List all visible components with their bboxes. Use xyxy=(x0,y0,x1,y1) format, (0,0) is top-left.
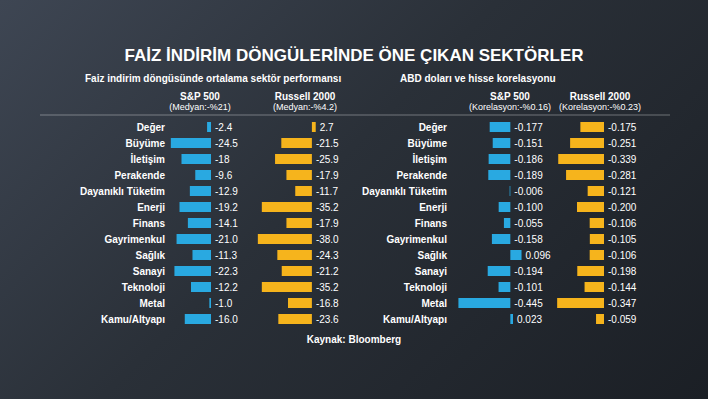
svg-text:Finans: Finans xyxy=(133,218,166,229)
svg-text:-0.175: -0.175 xyxy=(608,122,637,133)
svg-text:(Medyan:-%21): (Medyan:-%21) xyxy=(169,102,231,112)
svg-text:-25.9: -25.9 xyxy=(316,154,339,165)
svg-text:(Korelasyon:-%0.23): (Korelasyon:-%0.23) xyxy=(559,102,641,112)
svg-text:-19.2: -19.2 xyxy=(215,202,238,213)
svg-text:-21.2: -21.2 xyxy=(316,266,339,277)
svg-text:-0.006: -0.006 xyxy=(514,186,543,197)
svg-text:Metal: Metal xyxy=(139,298,165,309)
svg-text:-0.194: -0.194 xyxy=(514,266,543,277)
svg-text:-0.347: -0.347 xyxy=(608,298,637,309)
svg-text:-12.2: -12.2 xyxy=(215,282,238,293)
svg-text:-0.101: -0.101 xyxy=(514,282,543,293)
svg-text:-17.9: -17.9 xyxy=(316,170,339,181)
svg-text:-16.0: -16.0 xyxy=(215,314,238,325)
svg-text:Faiz indirim döngüsünde ortala: Faiz indirim döngüsünde ortalama sektör … xyxy=(85,73,341,84)
svg-text:-0.200: -0.200 xyxy=(608,202,637,213)
svg-text:Sağlık: Sağlık xyxy=(418,250,448,261)
svg-text:-12.9: -12.9 xyxy=(215,186,238,197)
svg-text:Perakende: Perakende xyxy=(114,170,165,181)
svg-text:Kaynak: Bloomberg: Kaynak: Bloomberg xyxy=(307,334,401,345)
svg-text:-2.4: -2.4 xyxy=(215,122,233,133)
svg-text:Kamu/Altyapı: Kamu/Altyapı xyxy=(101,314,165,325)
svg-text:FAİZ İNDİRİM DÖNGÜLERİNDE ÖNE: FAİZ İNDİRİM DÖNGÜLERİNDE ÖNE ÇIKAN SEKT… xyxy=(124,46,583,65)
svg-text:0.023: 0.023 xyxy=(517,314,542,325)
svg-text:S&P 500: S&P 500 xyxy=(180,91,220,102)
svg-text:-0.121: -0.121 xyxy=(608,186,637,197)
svg-text:-0.059: -0.059 xyxy=(608,314,637,325)
svg-text:-0.445: -0.445 xyxy=(514,298,543,309)
svg-text:ABD doları ve hisse korelasyon: ABD doları ve hisse korelasyonu xyxy=(400,73,556,84)
svg-text:-0.106: -0.106 xyxy=(608,218,637,229)
svg-text:-9.6: -9.6 xyxy=(215,170,233,181)
svg-text:-1.0: -1.0 xyxy=(215,298,233,309)
svg-text:Finans: Finans xyxy=(415,218,448,229)
svg-text:-38.0: -38.0 xyxy=(316,234,339,245)
svg-text:-11.7: -11.7 xyxy=(316,186,338,197)
svg-text:(Medyan:-%4.2): (Medyan:-%4.2) xyxy=(273,102,337,112)
svg-text:-24.3: -24.3 xyxy=(316,250,339,261)
svg-text:-35.2: -35.2 xyxy=(316,282,339,293)
svg-text:Russell 2000: Russell 2000 xyxy=(275,91,336,102)
svg-text:Sanayi: Sanayi xyxy=(133,266,165,277)
svg-text:-22.3: -22.3 xyxy=(215,266,238,277)
svg-text:Teknoloji: Teknoloji xyxy=(122,282,165,293)
svg-text:İletişim: İletişim xyxy=(131,153,166,165)
svg-text:Perakende: Perakende xyxy=(396,170,447,181)
svg-text:Değer: Değer xyxy=(419,122,447,133)
svg-text:-0.177: -0.177 xyxy=(514,122,543,133)
svg-text:Sanayi: Sanayi xyxy=(415,266,447,277)
svg-text:Russell 2000: Russell 2000 xyxy=(570,91,631,102)
svg-text:-18: -18 xyxy=(215,154,230,165)
svg-text:-0.105: -0.105 xyxy=(608,234,637,245)
svg-text:Büyüme: Büyüme xyxy=(408,138,448,149)
svg-text:-35.2: -35.2 xyxy=(316,202,339,213)
svg-text:-0.106: -0.106 xyxy=(608,250,637,261)
svg-text:-0.281: -0.281 xyxy=(608,170,637,181)
svg-text:-0.198: -0.198 xyxy=(608,266,637,277)
svg-text:-21.0: -21.0 xyxy=(215,234,238,245)
svg-text:Değer: Değer xyxy=(137,122,165,133)
svg-text:Büyüme: Büyüme xyxy=(126,138,166,149)
svg-text:Dayanıklı Tüketim: Dayanıklı Tüketim xyxy=(80,186,165,197)
svg-text:-0.151: -0.151 xyxy=(514,138,543,149)
svg-text:Gayrimenkul: Gayrimenkul xyxy=(386,234,447,245)
svg-text:-0.144: -0.144 xyxy=(608,282,637,293)
svg-text:-23.6: -23.6 xyxy=(316,314,339,325)
svg-text:İletişim: İletişim xyxy=(413,153,448,165)
svg-text:Enerji: Enerji xyxy=(419,202,447,213)
svg-text:Dayanıklı Tüketim: Dayanıklı Tüketim xyxy=(362,186,447,197)
svg-text:-14.1: -14.1 xyxy=(215,218,238,229)
svg-text:-0.100: -0.100 xyxy=(514,202,543,213)
svg-text:-16.8: -16.8 xyxy=(316,298,339,309)
svg-text:-0.186: -0.186 xyxy=(514,154,543,165)
svg-text:-24.5: -24.5 xyxy=(215,138,238,149)
svg-text:S&P 500: S&P 500 xyxy=(490,91,530,102)
svg-text:Teknoloji: Teknoloji xyxy=(404,282,447,293)
svg-text:2.7: 2.7 xyxy=(320,122,334,133)
svg-text:Kamu/Altyapı: Kamu/Altyapı xyxy=(383,314,447,325)
svg-text:Enerji: Enerji xyxy=(137,202,165,213)
svg-text:-0.339: -0.339 xyxy=(608,154,637,165)
svg-text:-17.9: -17.9 xyxy=(316,218,339,229)
svg-text:-0.158: -0.158 xyxy=(514,234,543,245)
svg-text:Sağlık: Sağlık xyxy=(136,250,166,261)
svg-text:(Korelasyon:-%0.16): (Korelasyon:-%0.16) xyxy=(469,102,551,112)
svg-text:-11.3: -11.3 xyxy=(215,250,237,261)
svg-text:-21.5: -21.5 xyxy=(316,138,339,149)
svg-text:-0.189: -0.189 xyxy=(514,170,543,181)
svg-text:Gayrimenkul: Gayrimenkul xyxy=(104,234,165,245)
svg-text:Metal: Metal xyxy=(421,298,447,309)
svg-text:-0.055: -0.055 xyxy=(514,218,543,229)
svg-text:0.096: 0.096 xyxy=(526,250,551,261)
svg-text:-0.251: -0.251 xyxy=(608,138,637,149)
